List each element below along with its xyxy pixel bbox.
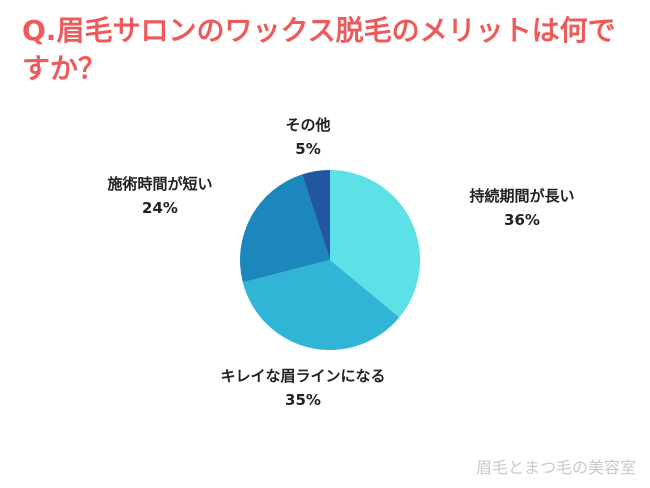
slice-value-0: 36% — [504, 211, 540, 229]
chart-title: Q.眉毛サロンのワックス脱毛のメリットは何ですか？ — [22, 14, 616, 85]
slice-value-2: 24% — [142, 199, 178, 217]
slice-label-1: キレイな眉ラインになる — [220, 367, 385, 385]
pie-slice-1 — [242, 260, 400, 351]
pie-slices — [240, 170, 420, 351]
slice-label-3: その他 — [285, 116, 330, 134]
slice-label-2: 施術時間が短い — [107, 175, 212, 193]
slice-label-0: 持続期間が長い — [469, 187, 574, 205]
pie-slice-3 — [302, 170, 330, 260]
slice-value-1: 35% — [285, 391, 321, 409]
slice-value-3: 5% — [295, 140, 320, 158]
watermark: 眉毛とまつ毛の美容室 — [475, 458, 636, 477]
pie-slice-0 — [330, 170, 420, 318]
pie-slice-2 — [240, 174, 330, 283]
